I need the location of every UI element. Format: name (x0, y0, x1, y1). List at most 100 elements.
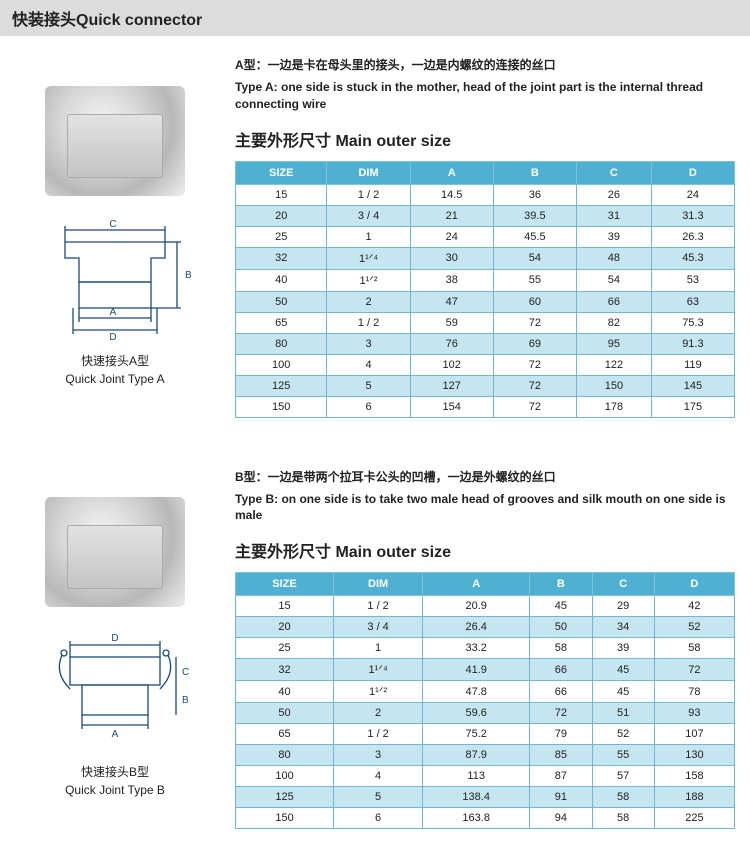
table-header-cell: B (530, 573, 592, 596)
table-cell: 1¹ᐟ² (334, 681, 423, 703)
table-cell: 41.9 (423, 659, 530, 681)
table-cell: 42 (654, 596, 734, 617)
table-cell: 3 (334, 745, 423, 766)
svg-text:A: A (112, 729, 119, 740)
table-cell: 52 (654, 617, 734, 638)
table-row: 10041138757158 (236, 766, 735, 787)
table-cell: 59 (410, 312, 493, 333)
subtitle-a: 主要外形尺寸 Main outer size (235, 127, 735, 151)
table-cell: 53 (651, 269, 734, 291)
table-cell: 65 (236, 312, 327, 333)
table-cell: 150 (236, 396, 327, 417)
table-cell: 72 (493, 396, 576, 417)
table-row: 401¹ᐟ²38555453 (236, 269, 735, 291)
table-cell: 29 (592, 596, 654, 617)
table-cell: 72 (493, 312, 576, 333)
table-cell: 69 (493, 333, 576, 354)
product-photo-a (45, 86, 185, 196)
table-cell: 45 (592, 659, 654, 681)
table-cell: 45 (530, 596, 592, 617)
table-cell: 107 (654, 724, 734, 745)
table-cell: 78 (654, 681, 734, 703)
table-cell: 80 (236, 745, 334, 766)
table-cell: 55 (493, 269, 576, 291)
table-cell: 1¹ᐟ⁴ (327, 247, 410, 269)
table-cell: 138.4 (423, 787, 530, 808)
section-type-b: D C B A 快速接头B型 Quick Joint Type B B型：一边是… (0, 448, 750, 859)
table-cell: 26 (576, 184, 651, 205)
svg-text:D: D (109, 332, 116, 343)
table-cell: 45.5 (493, 226, 576, 247)
table-cell: 1 (334, 638, 423, 659)
table-cell: 3 / 4 (334, 617, 423, 638)
svg-text:A: A (110, 307, 117, 318)
table-cell: 54 (493, 247, 576, 269)
table-cell: 21 (410, 205, 493, 226)
table-cell: 87 (530, 766, 592, 787)
table-row: 1255138.49158188 (236, 787, 735, 808)
svg-text:B: B (185, 270, 192, 281)
table-cell: 95 (576, 333, 651, 354)
table-cell: 51 (592, 703, 654, 724)
table-cell: 50 (530, 617, 592, 638)
table-row: 80376699591.3 (236, 333, 735, 354)
table-cell: 80 (236, 333, 327, 354)
table-cell: 154 (410, 396, 493, 417)
table-cell: 72 (493, 375, 576, 396)
table-row: 321¹ᐟ⁴30544845.3 (236, 247, 735, 269)
table-row: 651 / 275.27952107 (236, 724, 735, 745)
table-row: 401¹ᐟ²47.8664578 (236, 681, 735, 703)
table-cell: 52 (592, 724, 654, 745)
table-cell: 145 (651, 375, 734, 396)
table-row: 150615472178175 (236, 396, 735, 417)
table-cell: 45 (592, 681, 654, 703)
table-cell: 66 (576, 291, 651, 312)
table-cell: 20.9 (423, 596, 530, 617)
table-row: 100410272122119 (236, 354, 735, 375)
table-header-cell: D (651, 161, 734, 184)
caption-en-b: Quick Joint Type B (65, 781, 165, 799)
table-cell: 25 (236, 226, 327, 247)
table-cell: 26.4 (423, 617, 530, 638)
table-cell: 102 (410, 354, 493, 375)
table-cell: 4 (334, 766, 423, 787)
table-cell: 24 (651, 184, 734, 205)
table-header-cell: B (493, 161, 576, 184)
table-cell: 66 (530, 681, 592, 703)
desc-cn-a: A型：一边是卡在母头里的接头，一边是内螺纹的连接的丝口 (235, 56, 735, 73)
table-cell: 100 (236, 354, 327, 375)
table-cell: 1 / 2 (334, 596, 423, 617)
table-cell: 39 (576, 226, 651, 247)
table-cell: 20 (236, 617, 334, 638)
diagram-a: C B A D (35, 214, 195, 344)
table-cell: 91 (530, 787, 592, 808)
table-cell: 1 / 2 (327, 184, 410, 205)
table-cell: 1 / 2 (327, 312, 410, 333)
table-row: 50259.6725193 (236, 703, 735, 724)
table-cell: 75.3 (651, 312, 734, 333)
table-row: 80387.98555130 (236, 745, 735, 766)
table-cell: 34 (592, 617, 654, 638)
table-cell: 58 (592, 787, 654, 808)
table-cell: 39.5 (493, 205, 576, 226)
svg-text:C: C (182, 667, 189, 678)
table-cell: 6 (327, 396, 410, 417)
table-cell: 60 (493, 291, 576, 312)
table-cell: 225 (654, 808, 734, 829)
spec-table-a: SIZEDIMABCD151 / 214.5362624203 / 42139.… (235, 161, 735, 418)
table-cell: 125 (236, 375, 327, 396)
table-header-cell: C (576, 161, 651, 184)
table-cell: 14.5 (410, 184, 493, 205)
table-cell: 47 (410, 291, 493, 312)
table-cell: 63 (651, 291, 734, 312)
table-header-cell: D (654, 573, 734, 596)
left-column-a: C B A D 快速接头A型 Quick Joint Type A (15, 56, 215, 418)
table-cell: 24 (410, 226, 493, 247)
table-cell: 58 (592, 808, 654, 829)
caption-a: 快速接头A型 Quick Joint Type A (65, 352, 164, 388)
table-cell: 65 (236, 724, 334, 745)
table-cell: 48 (576, 247, 651, 269)
table-cell: 40 (236, 269, 327, 291)
table-cell: 6 (334, 808, 423, 829)
table-cell: 163.8 (423, 808, 530, 829)
